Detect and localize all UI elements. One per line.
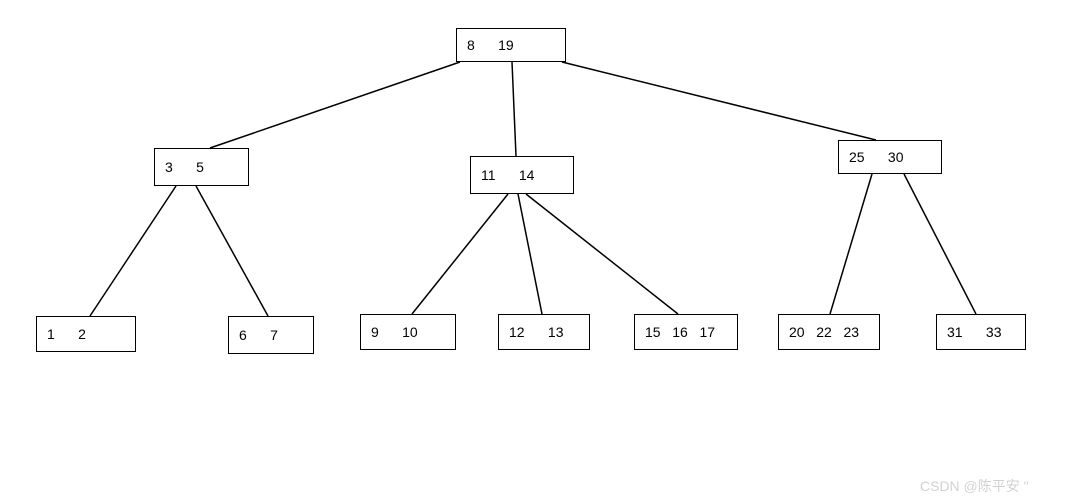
tree-node: 11 14 <box>470 156 574 194</box>
edge <box>526 194 678 314</box>
edge <box>210 62 460 148</box>
tree-node: 8 19 <box>456 28 566 62</box>
tree-node: 3 5 <box>154 148 249 186</box>
watermark-text: CSDN @陈平安 " <box>920 476 1029 496</box>
tree-node: 12 13 <box>498 314 590 350</box>
tree-node: 25 30 <box>838 140 942 174</box>
edge <box>904 174 976 314</box>
edge <box>90 186 176 316</box>
edge <box>412 194 508 314</box>
tree-node: 6 7 <box>228 316 314 354</box>
tree-node: 1 2 <box>36 316 136 352</box>
tree-node: 31 33 <box>936 314 1026 350</box>
edge <box>196 186 268 316</box>
edge <box>518 194 542 314</box>
tree-node: 15 16 17 <box>634 314 738 350</box>
tree-node: 9 10 <box>360 314 456 350</box>
edge <box>562 62 876 140</box>
tree-edges <box>0 0 1086 500</box>
edge <box>830 174 872 314</box>
tree-node: 20 22 23 <box>778 314 880 350</box>
edge <box>512 62 516 156</box>
